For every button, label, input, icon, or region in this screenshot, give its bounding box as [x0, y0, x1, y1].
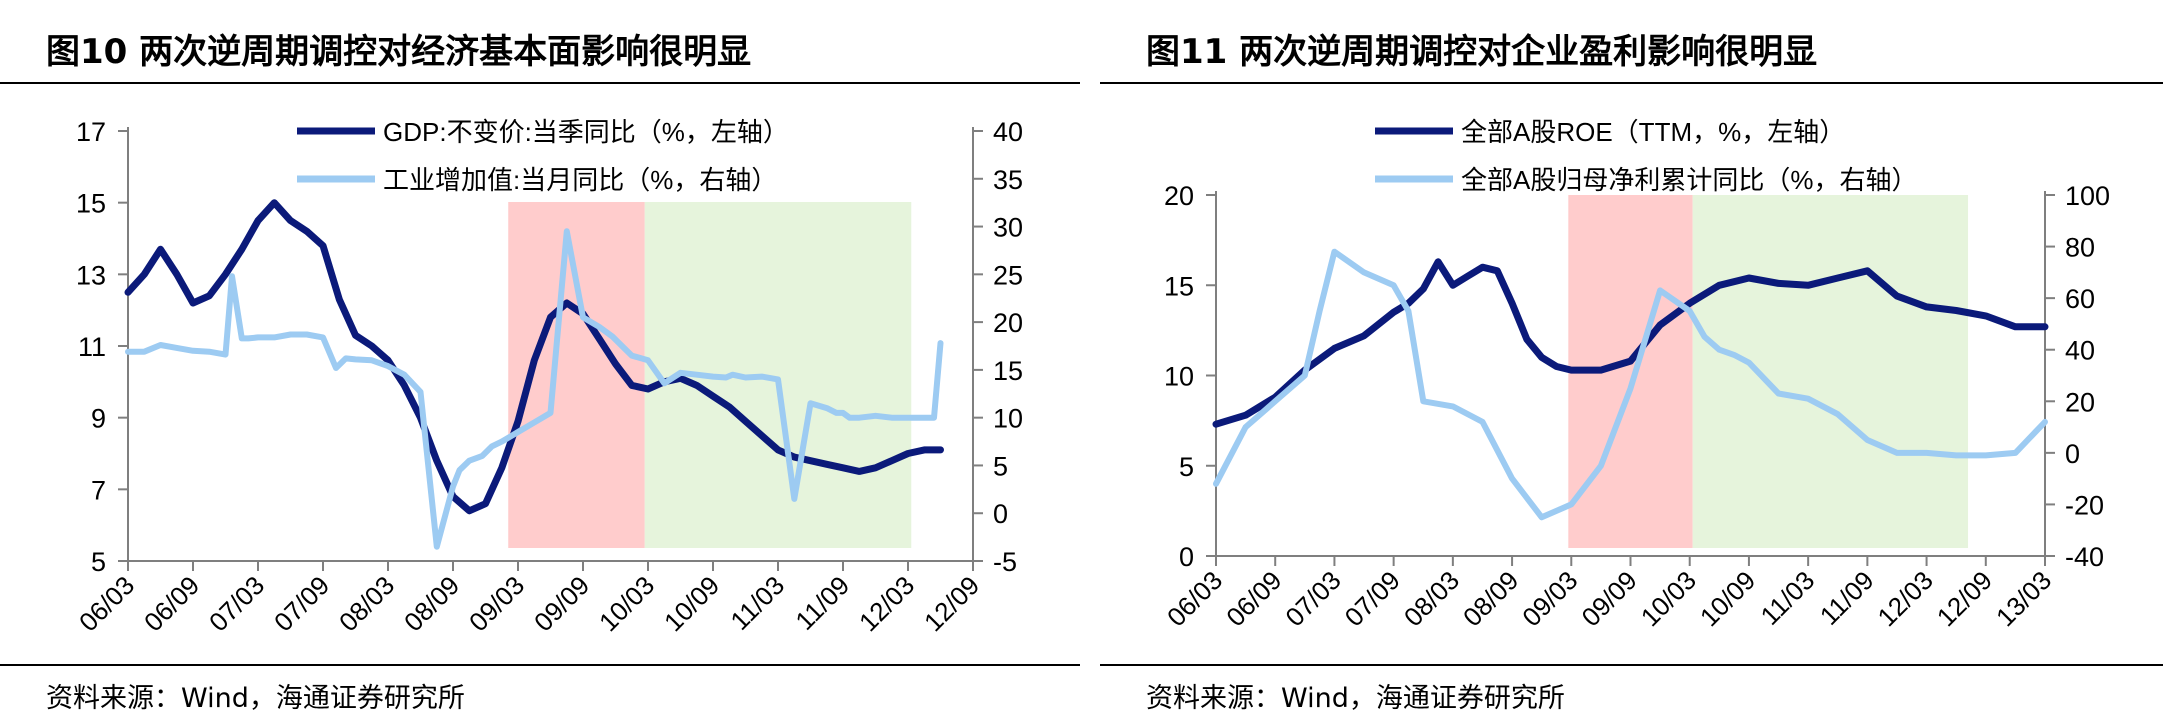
x-tick-label: 11/09	[1814, 565, 1880, 631]
x-tick-label: 11/03	[1755, 565, 1821, 631]
x-tick-label: 11/09	[789, 570, 855, 636]
y-left-tick-label: 15	[1164, 271, 1194, 301]
legend-label-1: 工业增加值:当月同比（%，右轴）	[383, 165, 777, 195]
title-rule	[1100, 82, 2163, 84]
x-tick-label: 10/03	[593, 570, 660, 637]
series-line-0	[1212, 258, 2049, 428]
legend-label-0: GDP:不变价:当季同比（%，左轴）	[383, 117, 789, 147]
x-tick-label: 08/09	[1457, 565, 1524, 632]
source-rule	[0, 664, 1080, 666]
x-tick-label: 09/09	[1576, 565, 1643, 632]
roe-profit-chart: 05101520-40-2002040608010006/0306/0907/0…	[1161, 117, 2110, 632]
x-tick-label: 12/09	[918, 570, 985, 637]
x-tick-label: 12/03	[1872, 565, 1939, 632]
y-right-tick-label: -20	[2065, 490, 2104, 520]
gdp-industrial-chart: 57911131517-5051015202530354006/0306/090…	[73, 117, 1023, 637]
source-rule	[1100, 664, 2163, 666]
y-right-tick-label: 0	[993, 499, 1008, 529]
x-tick-label: 10/09	[658, 570, 725, 637]
y-right-tick-label: 40	[993, 117, 1023, 147]
x-tick-label: 11/03	[724, 570, 790, 636]
x-tick-label: 07/03	[203, 570, 270, 637]
y-right-tick-label: 5	[993, 451, 1008, 481]
y-right-tick-label: 20	[993, 308, 1023, 338]
y-right-tick-label: 20	[2065, 387, 2095, 417]
x-tick-label: 06/03	[1161, 565, 1228, 632]
chart-source: 资料来源：Wind，海通证券研究所	[1146, 683, 1565, 714]
x-tick-label: 12/09	[1931, 565, 1998, 632]
series-line-1	[125, 228, 944, 550]
y-right-tick-label: 25	[993, 260, 1023, 290]
x-tick-label: 10/03	[1635, 565, 1702, 632]
series-line-0	[124, 199, 944, 515]
y-left-tick-label: 5	[91, 547, 106, 577]
y-right-tick-label: 80	[2065, 233, 2095, 263]
y-left-tick-label: 5	[1179, 452, 1194, 482]
y-left-tick-label: 9	[91, 404, 106, 434]
y-right-tick-label: 10	[993, 404, 1023, 434]
series-line-1	[1213, 248, 2048, 521]
y-left-tick-label: 10	[1164, 362, 1194, 392]
legend-label-1: 全部A股归母净利累计同比（%，右轴）	[1461, 165, 1917, 195]
chart-panel-roe: 图11 两次逆周期调控对企业盈利影响很明显 0 5 10 15 20 -40 -20 0 20 4…	[1100, 0, 2163, 725]
x-tick-label: 07/03	[1279, 565, 1346, 632]
y-left-tick-label: 13	[76, 260, 106, 290]
shaded-region-1	[1692, 195, 1969, 548]
y-right-tick-label: 60	[2065, 284, 2095, 314]
x-tick-label: 13/03	[1990, 565, 2057, 632]
x-tick-label: 07/09	[268, 570, 335, 637]
chart-panel-gdp: 图10 两次逆周期调控对经济基本面影响很明显 5 7 9 11 13 15 17 -5 0 5 10…	[0, 0, 1080, 725]
y-right-tick-label: 40	[2065, 336, 2095, 366]
chart-title: 图10 两次逆周期调控对经济基本面影响很明显	[46, 32, 752, 72]
chart-title: 图11 两次逆周期调控对企业盈利影响很明显	[1146, 32, 1818, 72]
chart-source: 资料来源：Wind，海通证券研究所	[46, 683, 465, 714]
y-right-tick-label: 100	[2065, 181, 2110, 211]
y-left-tick-label: 17	[76, 117, 106, 147]
y-right-tick-label: 0	[2065, 439, 2080, 469]
x-tick-label: 08/03	[1398, 565, 1465, 632]
x-tick-label: 12/03	[853, 570, 920, 637]
y-right-tick-label: -5	[993, 547, 1017, 577]
x-tick-label: 10/09	[1694, 565, 1761, 632]
y-right-tick-label: 30	[993, 213, 1023, 243]
x-tick-label: 09/03	[463, 570, 530, 637]
y-right-tick-label: 35	[993, 165, 1023, 195]
x-tick-label: 09/03	[1516, 565, 1583, 632]
y-right-tick-label: -40	[2065, 542, 2104, 572]
legend-label-0: 全部A股ROE（TTM，%，左轴）	[1461, 117, 1845, 147]
y-left-tick-label: 11	[78, 332, 106, 362]
y-left-tick-label: 15	[76, 189, 106, 219]
y-left-tick-label: 20	[1164, 181, 1194, 211]
y-left-tick-label: 7	[91, 475, 106, 505]
title-rule	[0, 82, 1080, 84]
y-left-tick-label: 0	[1179, 542, 1194, 572]
x-tick-label: 08/09	[398, 570, 465, 637]
x-tick-label: 08/03	[333, 570, 400, 637]
x-tick-label: 07/09	[1339, 565, 1406, 632]
x-tick-label: 06/09	[138, 570, 205, 637]
x-tick-label: 09/09	[528, 570, 595, 637]
x-tick-label: 06/09	[1220, 565, 1287, 632]
y-right-tick-label: 15	[993, 356, 1023, 386]
x-tick-label: 06/03	[73, 570, 140, 637]
